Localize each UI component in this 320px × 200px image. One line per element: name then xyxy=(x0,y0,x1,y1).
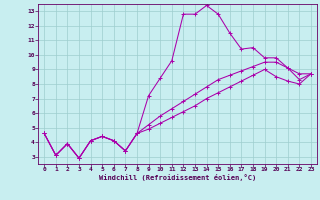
X-axis label: Windchill (Refroidissement éolien,°C): Windchill (Refroidissement éolien,°C) xyxy=(99,174,256,181)
